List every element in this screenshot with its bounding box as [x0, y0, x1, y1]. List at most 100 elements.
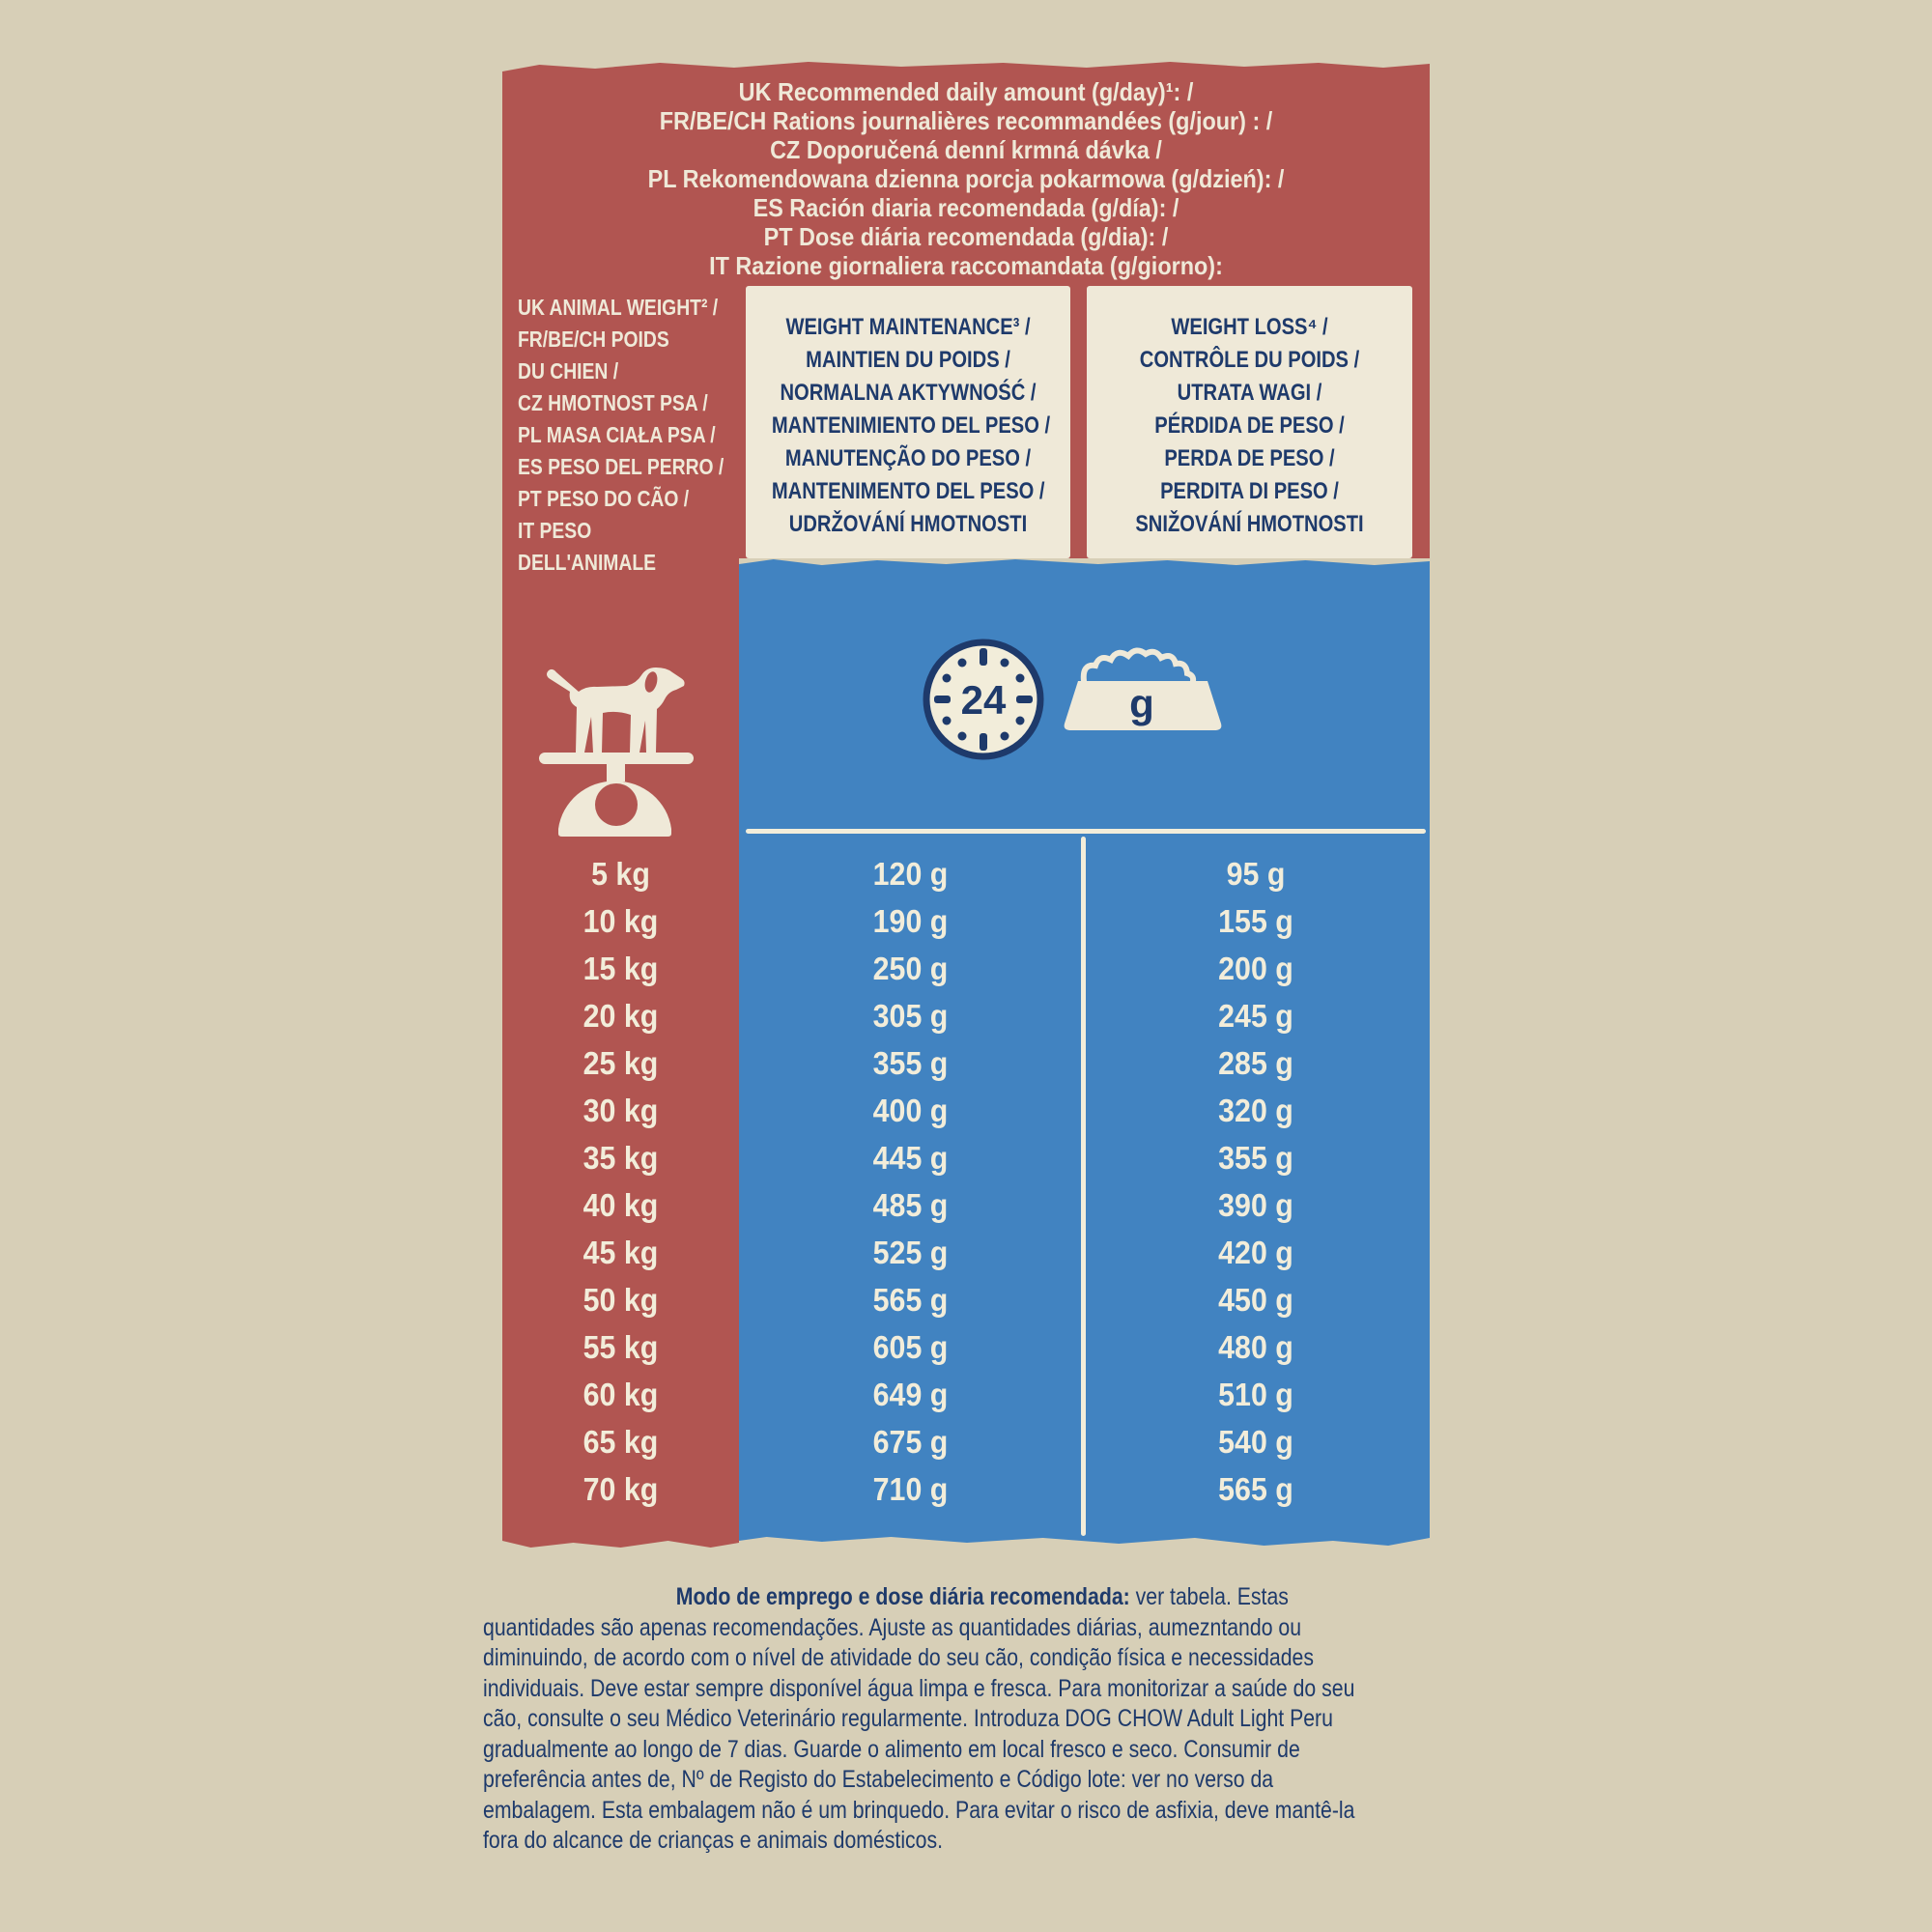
- animal-weight-line: CZ HMOTNOST PSA /: [518, 390, 708, 415]
- loss-header-line: PÉRDIDA DE PESO /: [1154, 412, 1345, 439]
- weight-cell: 60 kg: [582, 1376, 659, 1412]
- clock-24h-icon: 24: [923, 639, 1044, 760]
- loss-header-line: UTRATA WAGI /: [1177, 380, 1322, 406]
- loss-header-line: SNIŽOVÁNÍ HMOTNOSTI: [1135, 511, 1364, 537]
- weight-maintenance-header: WEIGHT MAINTENANCE³ / MAINTIEN DU POIDS …: [746, 286, 1070, 558]
- maintenance-cell: 355 g: [872, 1044, 949, 1081]
- weight-cell: 45 kg: [582, 1234, 659, 1270]
- animal-weight-line: PL MASA CIAŁA PSA /: [518, 422, 716, 447]
- loss-header-line: WEIGHT LOSS⁴ /: [1171, 314, 1328, 340]
- usage-line: cão, consulte o seu Médico Veterinário r…: [483, 1705, 1333, 1732]
- loss-cell: 510 g: [1218, 1376, 1293, 1412]
- maintenance-cell: 605 g: [872, 1328, 949, 1365]
- header-line: FR/BE/CH Rations journalières recommandé…: [659, 106, 1273, 135]
- loss-cell: 285 g: [1218, 1044, 1293, 1081]
- maintenance-cell: 120 g: [872, 855, 949, 892]
- table-row: 50 kg 565 g 450 g: [502, 1276, 1430, 1323]
- animal-weight-line: ES PESO DEL PERRO /: [518, 454, 724, 479]
- usage-line: gradualmente ao longo de 7 dias. Guarde …: [483, 1735, 1300, 1763]
- loss-cell: 565 g: [1218, 1470, 1293, 1507]
- maintenance-cell: 675 g: [872, 1423, 949, 1460]
- maintenance-cell: 305 g: [872, 997, 949, 1034]
- usage-instructions: Modo de emprego e dose diária recomendad…: [483, 1582, 1428, 1857]
- loss-header-line: PERDA DE PESO /: [1164, 445, 1335, 471]
- weight-cell: 25 kg: [582, 1044, 659, 1081]
- weight-cell: 70 kg: [582, 1470, 659, 1507]
- animal-weight-line: PT PESO DO CÃO /: [518, 486, 690, 511]
- maintenance-cell: 445 g: [872, 1139, 949, 1176]
- weight-cell: 35 kg: [582, 1139, 659, 1176]
- maintenance-header-line: MANTENIMIENTO DEL PESO /: [771, 412, 1051, 439]
- usage-line: fora do alcance de crianças e animais do…: [483, 1827, 944, 1854]
- maintenance-cell: 485 g: [872, 1186, 949, 1223]
- animal-weight-line: DU CHIEN /: [518, 358, 619, 384]
- table-row: 60 kg 649 g 510 g: [502, 1371, 1430, 1418]
- header-line: ES Ración diaria recomendada (g/día): /: [753, 193, 1179, 222]
- maintenance-header-line: MANTENIMENTO DEL PESO /: [771, 478, 1045, 504]
- weight-cell: 65 kg: [582, 1423, 659, 1460]
- loss-header-line: CONTRÔLE DU POIDS /: [1139, 347, 1360, 373]
- header-line: IT Razione giornaliera raccomandata (g/g…: [709, 251, 1223, 280]
- usage-line: embalagem. Esta embalagem não é um brinq…: [483, 1796, 1355, 1824]
- table-row: 10 kg 190 g 155 g: [502, 897, 1430, 945]
- table-row: 35 kg 445 g 355 g: [502, 1134, 1430, 1181]
- loss-cell: 450 g: [1218, 1281, 1293, 1318]
- dog-on-scale-icon: [539, 668, 694, 837]
- animal-weight-line: DELL'ANIMALE: [518, 550, 657, 575]
- usage-line: Modo de emprego e dose diária recomendad…: [483, 1582, 1428, 1613]
- loss-cell: 420 g: [1218, 1234, 1293, 1270]
- loss-cell: 480 g: [1218, 1328, 1293, 1365]
- animal-weight-line: IT PESO: [518, 518, 592, 543]
- loss-cell: 540 g: [1218, 1423, 1293, 1460]
- loss-cell: 355 g: [1218, 1139, 1293, 1176]
- weight-cell: 30 kg: [582, 1092, 659, 1128]
- maintenance-cell: 190 g: [872, 902, 949, 939]
- weight-column-block: [502, 558, 739, 1548]
- maintenance-cell: 400 g: [872, 1092, 949, 1128]
- feeding-table: 5 kg 120 g 95 g 10 kg 190 g 155 g 15 kg …: [502, 850, 1430, 1513]
- header-line: PT Dose diária recomendada (g/dia): /: [763, 222, 1169, 251]
- header-line: PL Rekomendowana dzienna porcja pokarmow…: [647, 164, 1285, 193]
- table-row: 55 kg 605 g 480 g: [502, 1323, 1430, 1371]
- weight-cell: 15 kg: [582, 950, 659, 986]
- maintenance-header-line: WEIGHT MAINTENANCE³ /: [785, 314, 1031, 340]
- maintenance-cell: 525 g: [872, 1234, 949, 1270]
- weight-cell: 40 kg: [582, 1186, 659, 1223]
- table-row: 40 kg 485 g 390 g: [502, 1181, 1430, 1229]
- weight-cell: 20 kg: [582, 997, 659, 1034]
- maintenance-cell: 565 g: [872, 1281, 949, 1318]
- usage-line: quantidades são apenas recomendações. Aj…: [483, 1613, 1302, 1641]
- usage-text: ver tabela. Estas: [1129, 1583, 1289, 1610]
- maintenance-header-line: MANUTENÇÃO DO PESO /: [784, 445, 1032, 471]
- table-row: 20 kg 305 g 245 g: [502, 992, 1430, 1039]
- usage-bold-label: Modo de emprego e dose diária recomendad…: [675, 1583, 1130, 1610]
- table-row: 5 kg 120 g 95 g: [502, 850, 1430, 897]
- loss-cell: 200 g: [1218, 950, 1293, 986]
- clock-hours-label: 24: [961, 677, 1007, 723]
- weight-cell: 55 kg: [582, 1328, 659, 1365]
- animal-weight-header: UK ANIMAL WEIGHT² / FR/BE/CH POIDS DU CH…: [518, 292, 745, 579]
- daily-amount-header: UK Recommended daily amount (g/day)¹: / …: [549, 77, 1383, 280]
- maintenance-header-line: NORMALNA AKTYWNOŚĆ /: [780, 380, 1037, 406]
- weight-cell: 10 kg: [582, 902, 659, 939]
- maintenance-cell: 649 g: [872, 1376, 949, 1412]
- usage-line: diminuindo, de acordo com o nível de ati…: [483, 1644, 1314, 1671]
- weight-cell: 5 kg: [591, 855, 650, 892]
- usage-line: preferência antes de, Nº de Registo do E…: [483, 1766, 1274, 1793]
- header-line: UK Recommended daily amount (g/day)¹: /: [738, 77, 1194, 106]
- loss-header-line: PERDITA DI PESO /: [1160, 478, 1339, 504]
- maintenance-cell: 250 g: [872, 950, 949, 986]
- loss-cell: 155 g: [1218, 902, 1293, 939]
- bowl-grams-label: g: [1129, 681, 1154, 726]
- food-bowl-icon: g: [1064, 647, 1222, 730]
- table-vertical-divider: [1081, 837, 1086, 1536]
- header-line: CZ Doporučená denní krmná dávka /: [770, 135, 1162, 164]
- maintenance-header-line: MAINTIEN DU POIDS /: [806, 347, 1010, 373]
- weight-loss-header: WEIGHT LOSS⁴ / CONTRÔLE DU POIDS / UTRAT…: [1087, 286, 1412, 558]
- table-horizontal-divider: [746, 829, 1426, 834]
- table-row: 30 kg 400 g 320 g: [502, 1087, 1430, 1134]
- animal-weight-line: FR/BE/CH POIDS: [518, 327, 669, 352]
- maintenance-header-line: UDRŽOVÁNÍ HMOTNOSTI: [788, 511, 1028, 537]
- animal-weight-line: UK ANIMAL WEIGHT² /: [518, 295, 719, 320]
